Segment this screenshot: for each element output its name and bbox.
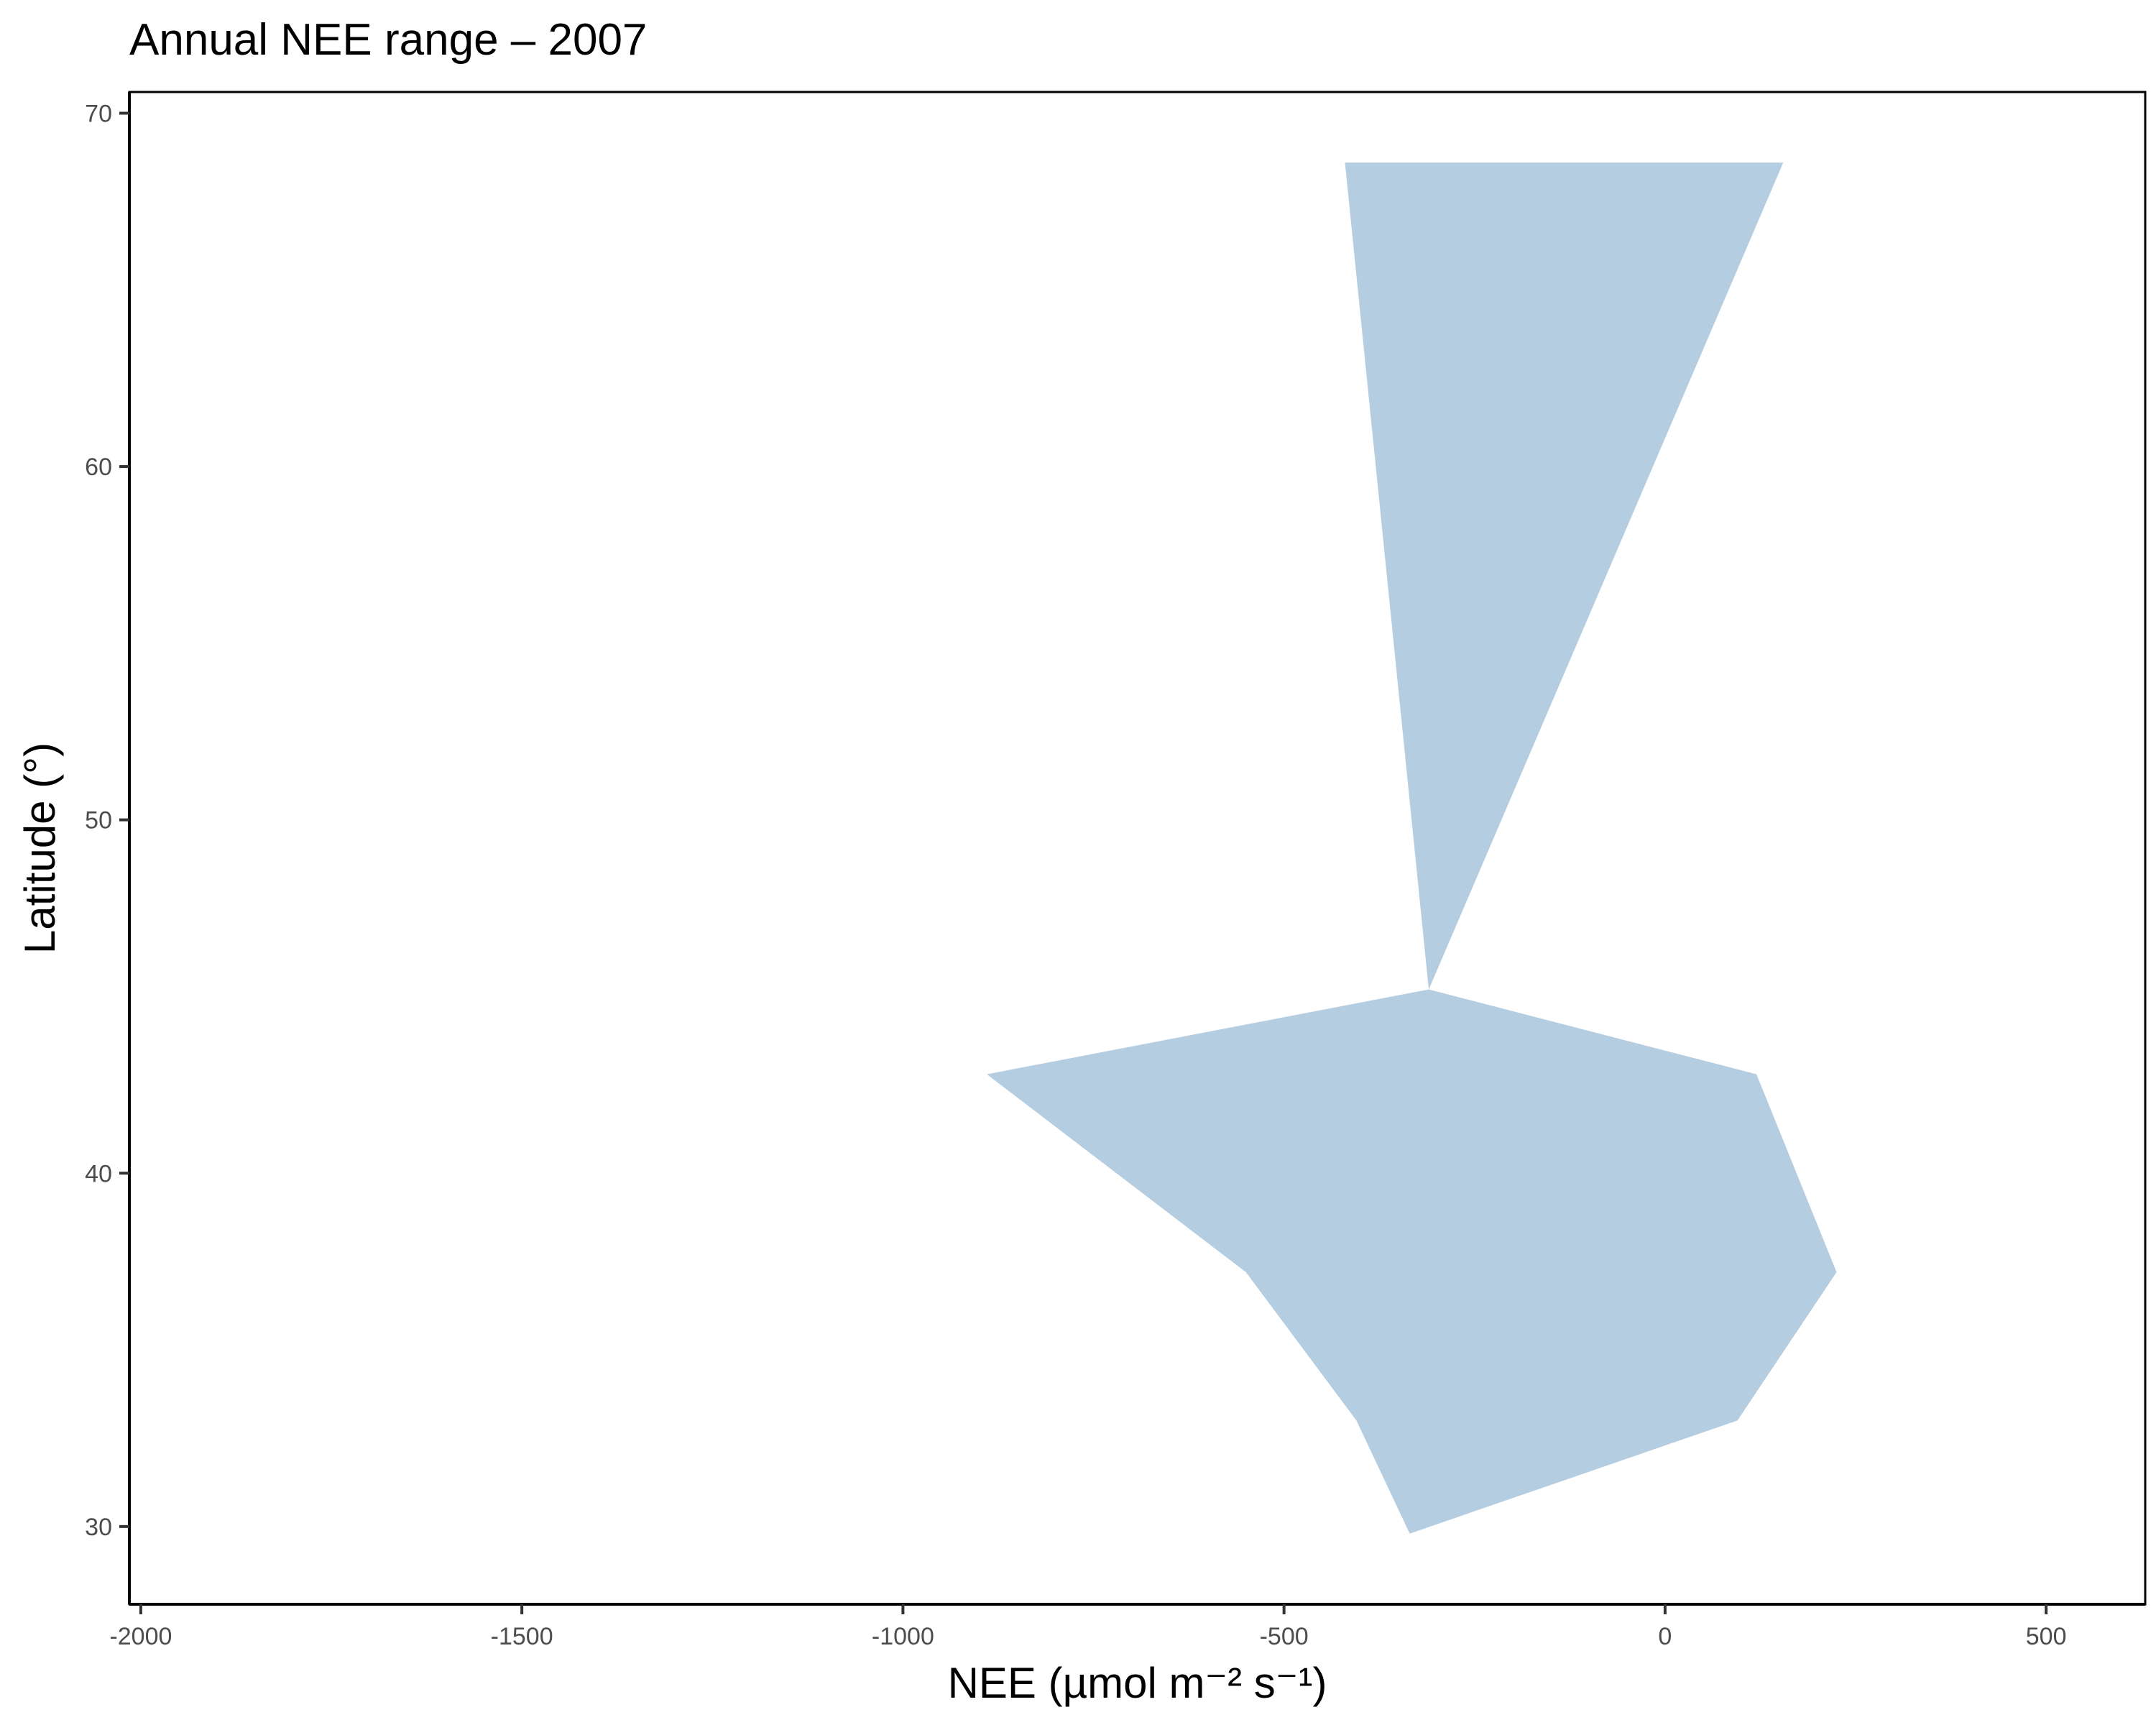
x-axis-ticks: -2000 -1500 -1000 -500 0 500 [109,1604,2067,1650]
y-tick-label: 30 [85,1514,112,1541]
y-tick-label: 60 [85,454,112,481]
x-tick-label: 0 [1658,1623,1672,1650]
y-axis-ticks: 30 40 50 60 70 [85,100,129,1541]
chart-title: Annual NEE range – 2007 [129,15,647,65]
plot-panel [128,91,2147,1606]
panel-border [128,91,2147,1606]
y-axis-title: Latitude (°) [16,742,64,954]
x-tick-label: -2000 [109,1623,172,1650]
x-tick-label: -500 [1260,1623,1309,1650]
x-tick-label: 500 [2026,1623,2067,1650]
y-tick-label: 70 [85,100,112,127]
nee-range-band [987,162,1837,1534]
y-tick-label: 50 [85,807,112,834]
x-tick-label: -1000 [872,1623,934,1650]
y-tick-label: 40 [85,1160,112,1187]
x-tick-label: -1500 [491,1623,553,1650]
x-axis-title: NEE (µmol m⁻² s⁻¹) [948,1659,1327,1707]
